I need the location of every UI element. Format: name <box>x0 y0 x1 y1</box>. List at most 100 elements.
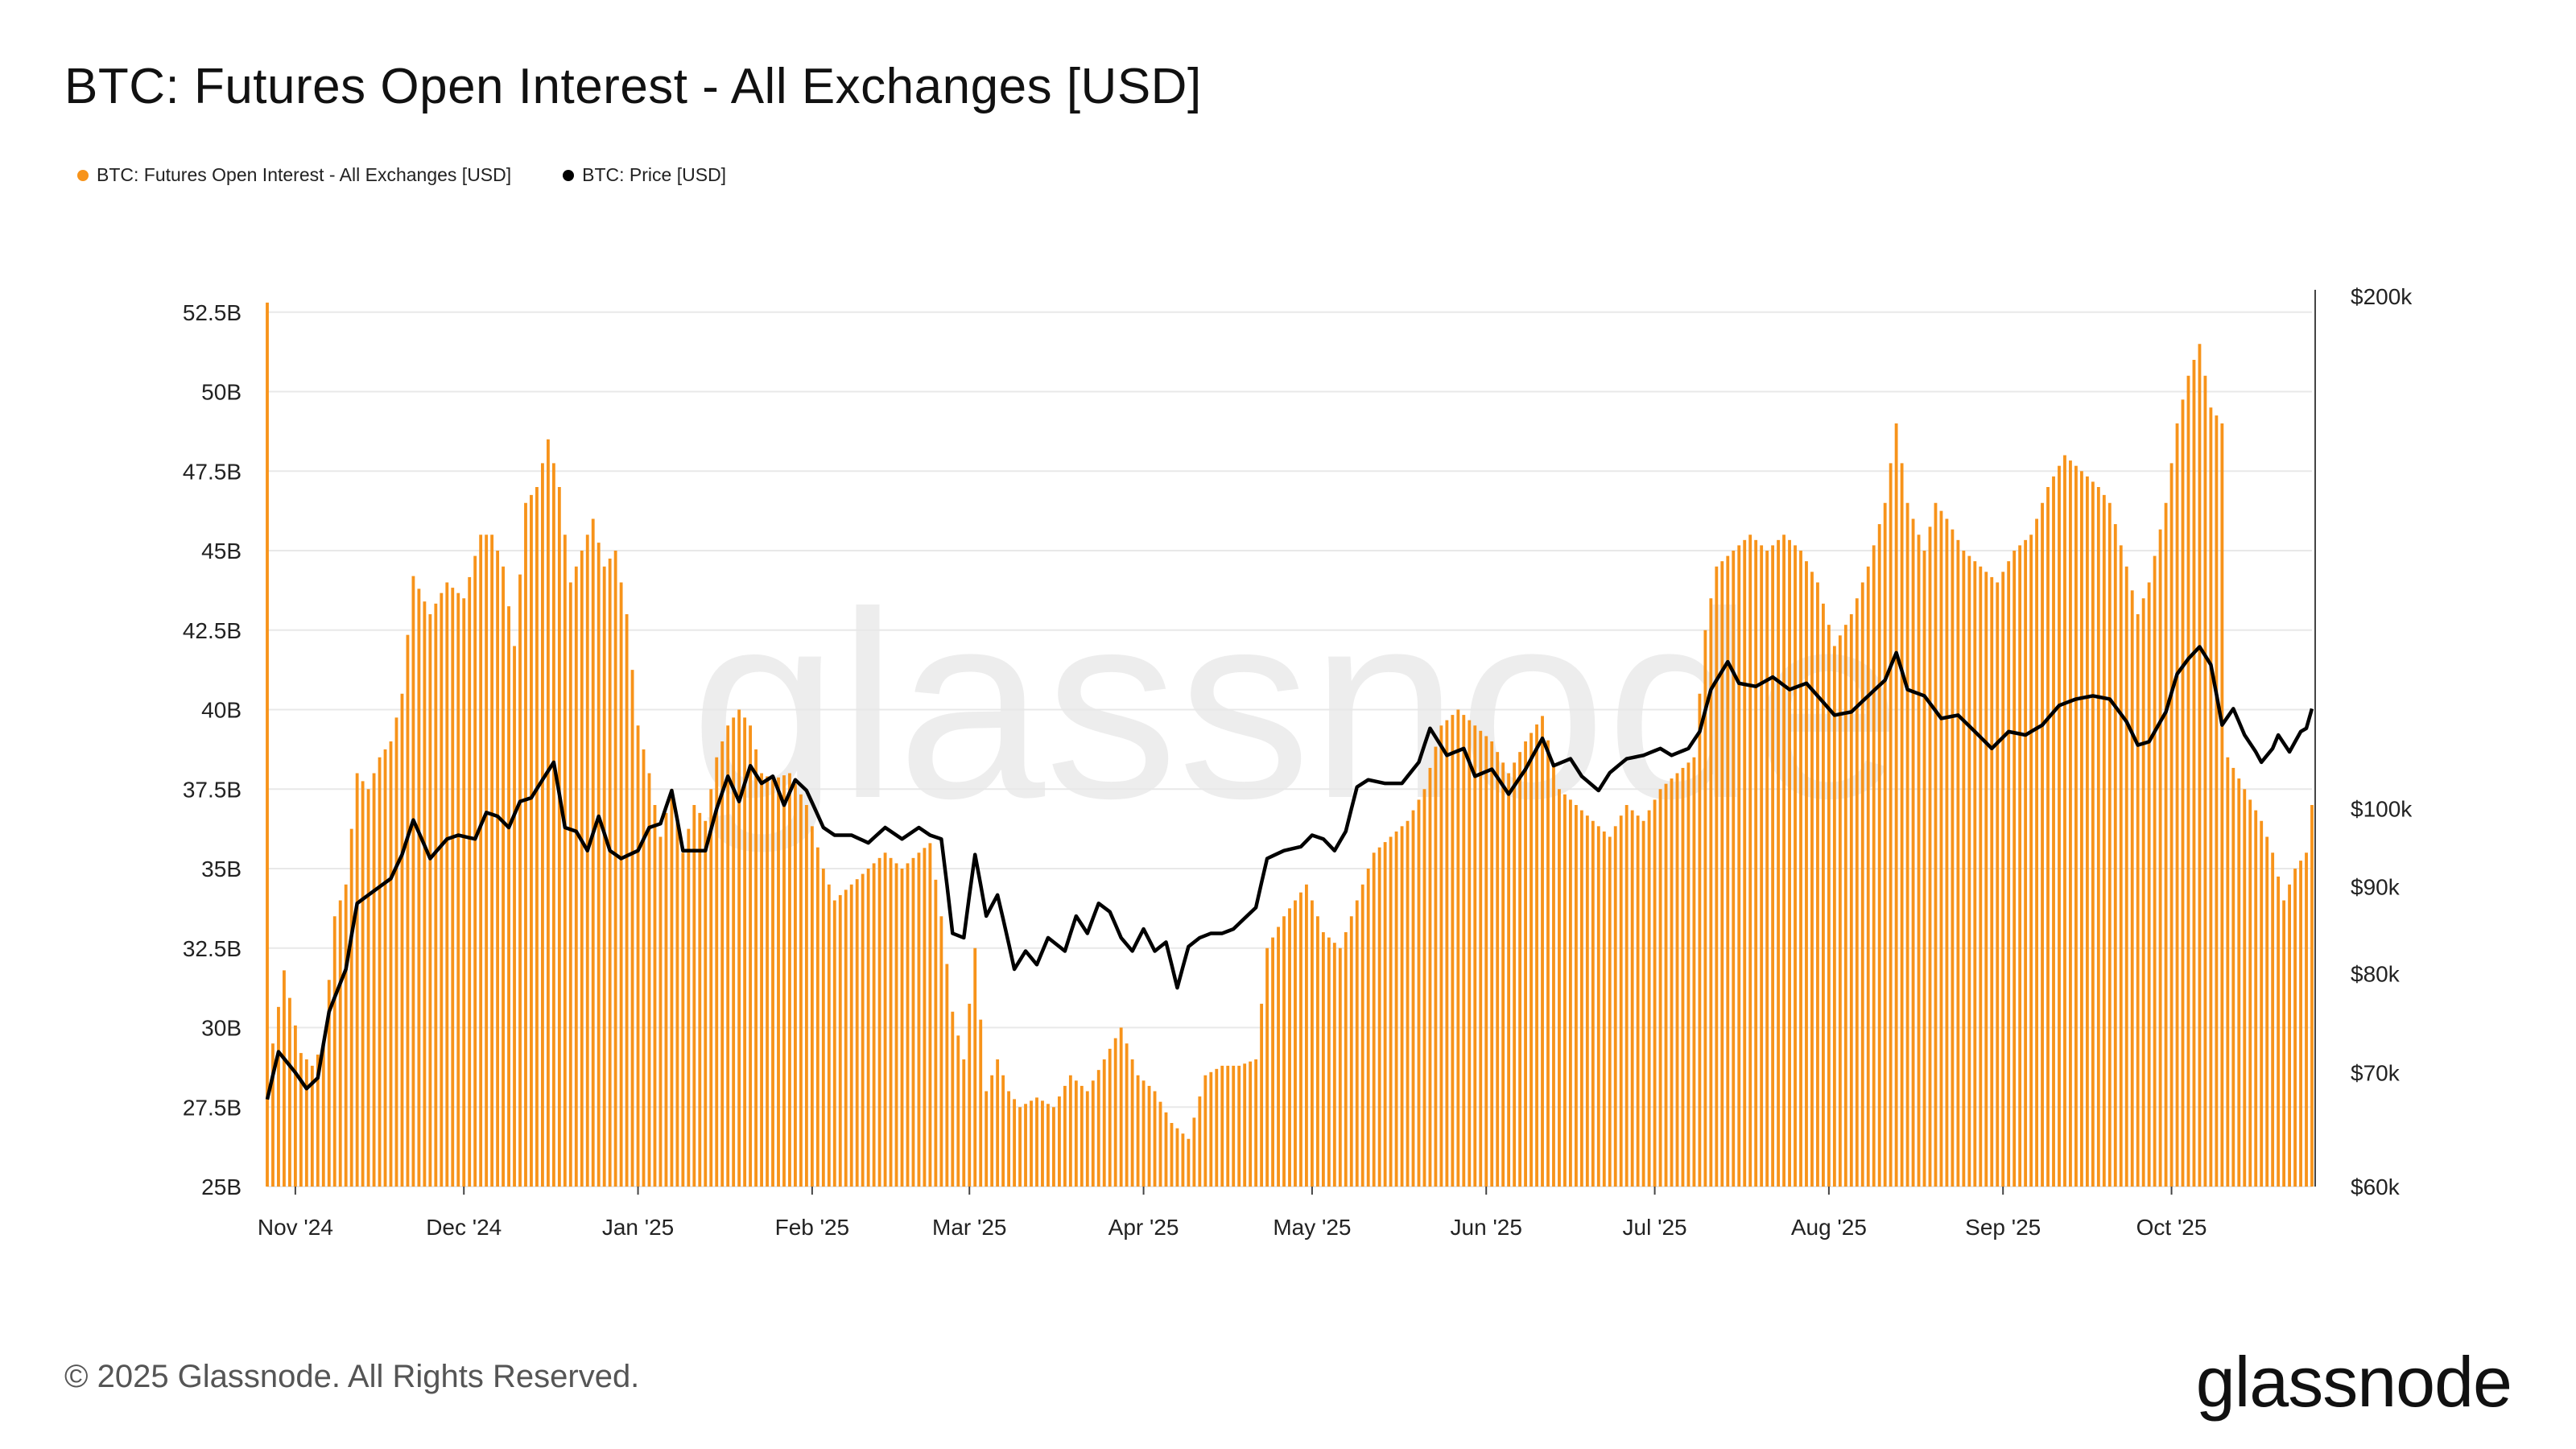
open-interest-bar <box>1855 598 1859 1187</box>
open-interest-bar <box>568 582 572 1187</box>
open-interest-bar <box>1805 561 1808 1187</box>
open-interest-bar <box>766 776 769 1187</box>
left-tick-label: 45B <box>201 539 242 564</box>
open-interest-bar <box>1068 1075 1072 1187</box>
x-tick-label: Jan '25 <box>602 1215 674 1240</box>
open-interest-bar <box>574 566 578 1187</box>
open-interest-bar <box>1355 900 1359 1187</box>
open-interest-bar <box>1996 582 2000 1187</box>
open-interest-bar <box>1788 539 1791 1187</box>
price-line <box>265 645 2314 1100</box>
open-interest-bar <box>524 502 527 1187</box>
open-interest-bar <box>321 1043 325 1187</box>
open-interest-bar <box>1765 551 1769 1187</box>
open-interest-bar <box>2113 524 2117 1187</box>
open-interest-bar <box>968 1003 972 1187</box>
right-tick-label: $200k <box>2351 284 2413 309</box>
open-interest-bar <box>1782 535 1785 1187</box>
open-interest-bar <box>658 836 663 1187</box>
open-interest-bar <box>1810 572 1814 1187</box>
open-interest-bar <box>1900 463 1904 1187</box>
open-interest-bar <box>473 555 477 1187</box>
open-interest-bar <box>518 574 522 1187</box>
open-interest-bar <box>1030 1100 1033 1187</box>
open-interest-bar <box>1670 778 1674 1187</box>
open-interest-bar <box>1282 916 1286 1187</box>
open-interest-bar <box>2203 375 2207 1187</box>
open-interest-bar <box>1226 1065 1230 1187</box>
open-interest-bar <box>1647 810 1651 1187</box>
open-interest-bar <box>1546 740 1550 1187</box>
open-interest-bar <box>1568 799 1572 1187</box>
open-interest-bar <box>692 805 696 1187</box>
open-interest-bar <box>675 820 679 1187</box>
open-interest-bar <box>1277 927 1280 1187</box>
open-interest-bar <box>1934 502 1938 1187</box>
right-tick-label: $100k <box>2351 797 2413 822</box>
open-interest-bar <box>1377 847 1381 1187</box>
open-interest-bar <box>2119 545 2123 1187</box>
open-interest-bar <box>1558 789 1561 1187</box>
open-interest-bar <box>1085 1091 1089 1187</box>
x-tick-label: Feb '25 <box>775 1215 850 1240</box>
open-interest-bar <box>951 1011 955 1187</box>
open-interest-bar <box>1849 614 1853 1187</box>
open-interest-bar <box>636 725 640 1187</box>
x-tick-label: Mar '25 <box>932 1215 1007 1240</box>
open-interest-bar <box>513 646 516 1187</box>
left-tick-label: 42.5B <box>183 618 242 643</box>
open-interest-bar <box>2035 518 2038 1187</box>
open-interest-bar <box>1108 1048 1112 1187</box>
open-interest-bar <box>585 535 589 1187</box>
open-interest-bar <box>1732 551 1736 1187</box>
legend-item-price[interactable]: BTC: Price [USD] <box>563 164 726 186</box>
open-interest-bar <box>451 588 455 1187</box>
open-interest-bar <box>866 869 870 1187</box>
open-interest-bar <box>1579 810 1583 1187</box>
open-interest-bar <box>1624 805 1629 1187</box>
open-interest-bar <box>1822 603 1825 1187</box>
open-interest-bar <box>838 894 842 1187</box>
open-interest-bar <box>2198 344 2202 1187</box>
open-interest-bar <box>1080 1085 1084 1187</box>
open-interest-bar <box>883 852 887 1187</box>
open-interest-bar <box>1552 764 1555 1187</box>
open-interest-bar <box>1967 555 1971 1187</box>
open-interest-bar <box>704 820 708 1187</box>
open-interest-bar <box>2001 572 2005 1187</box>
open-interest-bar <box>737 709 741 1187</box>
open-interest-bar <box>327 980 331 1187</box>
right-tick-label: $60k <box>2351 1174 2401 1199</box>
open-interest-bar <box>332 916 336 1187</box>
open-interest-bar <box>749 725 753 1187</box>
left-tick-label: 30B <box>201 1016 242 1041</box>
open-interest-bar <box>821 869 825 1187</box>
open-interest-bar <box>2237 778 2241 1187</box>
open-interest-bar <box>1372 852 1376 1187</box>
legend-item-open-interest[interactable]: BTC: Futures Open Interest - All Exchang… <box>77 164 511 186</box>
open-interest-bar <box>720 741 724 1187</box>
open-interest-bar <box>1703 630 1707 1187</box>
open-interest-bar <box>827 884 831 1187</box>
open-interest-bar <box>361 781 365 1187</box>
open-interest-bar <box>344 884 348 1187</box>
open-interest-bar <box>1243 1063 1247 1187</box>
open-interest-bar <box>1311 900 1314 1187</box>
open-interest-bar <box>288 997 291 1187</box>
open-interest-bar <box>990 1075 994 1187</box>
open-interest-bar <box>844 890 848 1187</box>
left-tick-label: 32.5B <box>183 936 242 961</box>
open-interest-bar <box>1681 767 1685 1187</box>
open-interest-bar <box>1720 561 1724 1187</box>
open-interest-bar <box>1507 773 1511 1187</box>
open-interest-bar <box>1799 551 1802 1187</box>
open-interest-bar <box>1153 1091 1157 1187</box>
open-interest-bar <box>541 463 544 1187</box>
open-interest-bar <box>1181 1133 1185 1187</box>
open-interest-bar <box>1743 539 1747 1187</box>
open-interest-bar <box>1389 836 1393 1187</box>
open-interest-bar <box>468 576 472 1187</box>
open-interest-bar <box>1209 1071 1213 1187</box>
open-interest-bar <box>2282 900 2286 1187</box>
